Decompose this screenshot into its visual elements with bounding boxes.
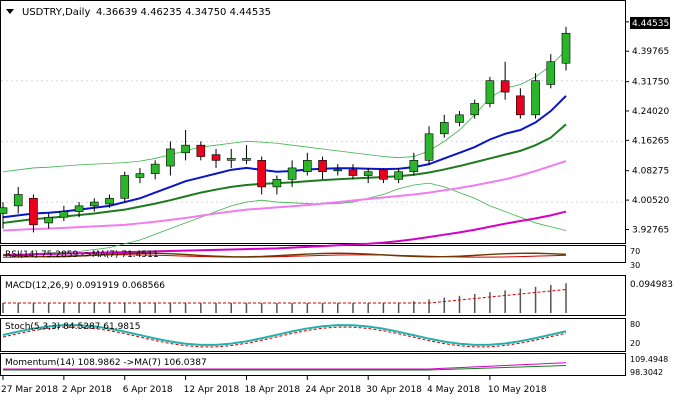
time-tick-label: 4 May 2018 [427,385,480,395]
candle-bear [348,169,358,176]
price-tick-label: 4.39765 [632,47,669,57]
time-tick-label: 12 Apr 2018 [184,385,240,395]
stoch-main-line [2,324,567,346]
candle-bull [455,114,464,123]
candle-bull [242,158,251,161]
candle-bull [409,160,419,173]
price-tick-label: 4.08275 [632,167,669,177]
candle-bull [74,205,84,212]
stoch-panel [0,318,626,352]
candle-bull [166,148,175,167]
candle-bear [211,154,221,161]
candle-bull [135,173,145,178]
stoch-signal-line [2,326,567,348]
rsi-tick-30: 30 [630,261,640,270]
current-price-marker [630,17,670,29]
candle-bull [287,167,297,180]
macd-panel [0,275,626,316]
candle-bear [257,160,266,188]
candle-bull [150,163,160,174]
momentum-series [3,362,567,371]
candle-bull [485,80,495,104]
macd-histogram [2,283,567,313]
time-tick-label: 10 May 2018 [488,385,547,395]
stoch-label: Stoch(5,3,3) 84.5287 61.9815 [5,322,140,332]
price-tick-label: 4.16265 [632,136,669,146]
candle-bull [181,144,190,154]
candle-bear [516,95,525,116]
ma-slow-line [2,160,567,232]
momentum-line [3,362,567,370]
candles [0,26,571,233]
time-tick-label: 27 Mar 2018 [1,385,58,395]
price-tick-label: 4.24020 [632,107,669,117]
price-tick-label: 4.00520 [632,196,669,206]
lower-band-line [2,182,567,256]
upper-band-line [2,50,567,173]
main-series [2,50,567,257]
chart-header-symbol: USDTRY,Daily [22,7,90,18]
candle-bull [546,61,556,85]
ma-mid-line [2,123,567,224]
time-tick-label: 6 Apr 2018 [123,385,173,395]
candle-bull [120,175,130,199]
stoch-tick-20: 20 [630,339,640,348]
ma-long-line [2,210,567,257]
price-axis: 4.475204.397654.317504.240204.162654.082… [625,18,669,236]
candle-bull [13,194,23,207]
candle-bull [363,171,373,176]
candle-bull [226,158,236,161]
time-tick-label: 18 Apr 2018 [244,385,300,395]
momentum-tick-high: 109.4948 [630,355,668,364]
current-price-label: 4.44535 [632,19,669,29]
candle-bear [29,197,38,226]
candle-bull [105,197,114,205]
candle-bull [303,160,312,173]
time-axis: 27 Mar 2018 2 Apr 2018 6 Apr 2018 12 Apr 20… [1,376,547,395]
macd-label: MACD(12,26,9) 0.091919 0.068566 [5,281,165,291]
rsi-tick-70: 70 [630,247,640,256]
candle-bull [44,216,53,224]
time-tick-label: 2 Apr 2018 [62,385,112,395]
momentum-tick-low: 98.3042 [630,368,663,377]
chart-header-ohlc: 4.36639 4.46235 4.34750 4.44535 [96,7,271,18]
stoch-tick-80: 80 [630,320,640,329]
time-tick-label: 24 Apr 2018 [305,385,361,395]
candle-bull [561,32,571,64]
candle-bull [470,103,480,116]
candle-bear [196,144,206,157]
main-panel [0,0,626,244]
ma-fast-line [2,95,567,219]
main-gridlines [1,80,624,203]
candle-bull [89,201,99,207]
candle-bear [500,80,510,93]
candle-bull [272,179,282,188]
rsi-label: RSI(14) 75.2859 ->MA(7) 71.4511 [5,250,159,260]
price-tick-label: 3.92765 [632,226,669,236]
rsi-line [2,252,567,258]
candle-bear [318,160,327,173]
candle-bull [59,211,69,218]
candle-bull [531,80,540,116]
candle-bull [439,122,449,135]
momentum-label: Momentum(14) 108.9862 ->MA(7) 106.0387 [5,358,207,368]
candle-bull [0,207,8,214]
rsi-series [2,252,567,258]
time-tick-label: 30 Apr 2018 [366,385,422,395]
candle-bull [424,133,434,161]
macd-tick: 0.094983 [630,280,673,290]
collapse-arrow-icon[interactable] [6,9,14,14]
macd-signal-line [3,289,567,304]
candle-bull [333,169,343,172]
momentum-ma-line [3,365,567,371]
price-tick-label: 4.31750 [632,78,669,88]
candle-bull [394,171,403,180]
candle-bear [379,169,388,180]
stoch-series [2,324,567,348]
